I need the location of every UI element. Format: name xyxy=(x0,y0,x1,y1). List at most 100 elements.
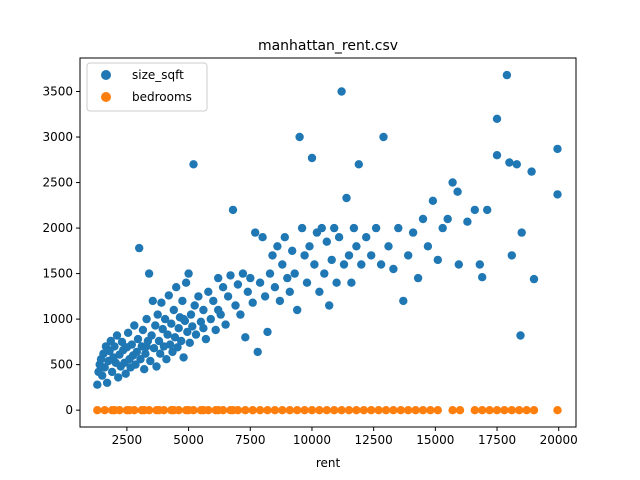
point-bedrooms-20 xyxy=(241,406,250,415)
point-size_sqft-145 xyxy=(352,242,361,251)
point-size_sqft-55 xyxy=(160,314,170,324)
point-bedrooms-52 xyxy=(492,406,502,415)
point-size_sqft-171 xyxy=(475,260,484,269)
point-size_sqft-133 xyxy=(322,237,331,246)
x-axis-label: rent xyxy=(316,456,341,470)
point-size_sqft-23 xyxy=(121,369,130,378)
point-size_sqft-60 xyxy=(167,319,176,328)
point-bedrooms-25 xyxy=(278,406,287,415)
point-size_sqft-47 xyxy=(151,321,160,330)
point-size_sqft-127 xyxy=(307,153,317,163)
point-size_sqft-138 xyxy=(334,233,344,242)
point-size_sqft-104 xyxy=(251,228,260,237)
point-size_sqft-30 xyxy=(130,321,139,330)
point-size_sqft-168 xyxy=(454,260,463,269)
point-size_sqft-6 xyxy=(100,363,109,372)
point-bedrooms-61 xyxy=(140,406,149,415)
point-size_sqft-20 xyxy=(117,337,127,347)
point-size_sqft-122 xyxy=(295,132,304,142)
point-size_sqft-76 xyxy=(186,310,196,319)
point-size_sqft-124 xyxy=(300,251,309,260)
point-bedrooms-30 xyxy=(315,406,324,415)
point-size_sqft-141 xyxy=(342,193,351,203)
point-bedrooms-59 xyxy=(110,406,119,415)
point-size_sqft-134 xyxy=(325,301,334,310)
point-size_sqft-142 xyxy=(344,251,354,260)
point-size_sqft-85 xyxy=(204,287,213,296)
legend-marker-bedrooms xyxy=(101,92,111,102)
point-bedrooms-46 xyxy=(433,406,442,415)
point-size_sqft-132 xyxy=(320,269,329,278)
point-size_sqft-153 xyxy=(384,242,393,251)
point-size_sqft-42 xyxy=(144,269,154,278)
point-bedrooms-28 xyxy=(300,406,309,415)
point-size_sqft-183 xyxy=(529,274,539,284)
point-bedrooms-40 xyxy=(389,406,398,415)
legend-box xyxy=(86,62,208,112)
point-size_sqft-113 xyxy=(273,242,282,251)
point-size_sqft-88 xyxy=(211,325,220,335)
point-bedrooms-43 xyxy=(411,406,420,415)
point-size_sqft-17 xyxy=(114,373,123,382)
point-size_sqft-16 xyxy=(112,331,122,340)
point-bedrooms-38 xyxy=(374,406,383,415)
point-size_sqft-151 xyxy=(376,260,386,269)
point-size_sqft-70 xyxy=(179,353,188,362)
point-size_sqft-78 xyxy=(189,160,198,169)
point-bedrooms-32 xyxy=(330,406,339,415)
x-tick-label-2500: 2500 xyxy=(112,433,143,447)
point-bedrooms-65 xyxy=(199,406,208,415)
point-size_sqft-99 xyxy=(238,269,248,278)
point-size_sqft-93 xyxy=(223,292,233,301)
point-size_sqft-144 xyxy=(349,223,359,233)
point-size_sqft-156 xyxy=(399,296,408,306)
point-bedrooms-41 xyxy=(396,406,405,415)
point-size_sqft-111 xyxy=(268,251,277,260)
point-size_sqft-39 xyxy=(141,349,150,358)
point-size_sqft-126 xyxy=(305,242,314,251)
point-size_sqft-65 xyxy=(173,343,182,352)
point-size_sqft-128 xyxy=(310,260,319,269)
point-size_sqft-149 xyxy=(367,251,376,260)
point-size_sqft-63 xyxy=(170,333,180,342)
series-size_sqft xyxy=(93,70,562,389)
point-size_sqft-49 xyxy=(153,310,162,319)
point-bedrooms-47 xyxy=(448,406,457,415)
point-size_sqft-87 xyxy=(209,296,218,306)
point-size_sqft-102 xyxy=(246,273,255,283)
point-size_sqft-166 xyxy=(448,178,457,187)
point-size_sqft-182 xyxy=(527,167,536,176)
point-size_sqft-68 xyxy=(177,336,186,346)
point-size_sqft-28 xyxy=(127,340,136,349)
y-tick-label-1000: 1000 xyxy=(42,312,73,326)
point-size_sqft-52 xyxy=(157,298,166,307)
y-tick-label-3500: 3500 xyxy=(42,85,73,99)
point-size_sqft-92 xyxy=(221,320,230,329)
point-size_sqft-140 xyxy=(339,260,349,269)
point-bedrooms-58 xyxy=(553,406,562,415)
point-size_sqft-66 xyxy=(174,324,183,333)
point-size_sqft-187 xyxy=(214,305,223,315)
point-size_sqft-37 xyxy=(138,325,148,335)
point-size_sqft-44 xyxy=(147,331,156,340)
point-bedrooms-36 xyxy=(359,406,368,415)
point-size_sqft-184 xyxy=(553,144,562,154)
point-size_sqft-56 xyxy=(162,355,171,364)
point-size_sqft-110 xyxy=(265,269,275,278)
point-size_sqft-135 xyxy=(327,255,336,265)
point-bedrooms-0 xyxy=(93,406,102,415)
point-size_sqft-120 xyxy=(290,269,299,278)
point-size_sqft-178 xyxy=(507,251,516,260)
point-size_sqft-148 xyxy=(362,233,371,242)
point-size_sqft-95 xyxy=(228,205,238,215)
point-size_sqft-147 xyxy=(357,260,366,269)
point-size_sqft-112 xyxy=(270,283,280,292)
point-bedrooms-63 xyxy=(169,406,178,415)
point-size_sqft-105 xyxy=(253,347,262,357)
series-bedrooms xyxy=(93,406,562,415)
point-bedrooms-56 xyxy=(522,406,531,415)
point-size_sqft-160 xyxy=(418,214,428,224)
point-size_sqft-57 xyxy=(163,330,172,339)
point-size_sqft-121 xyxy=(293,305,302,315)
point-size_sqft-50 xyxy=(154,336,164,346)
